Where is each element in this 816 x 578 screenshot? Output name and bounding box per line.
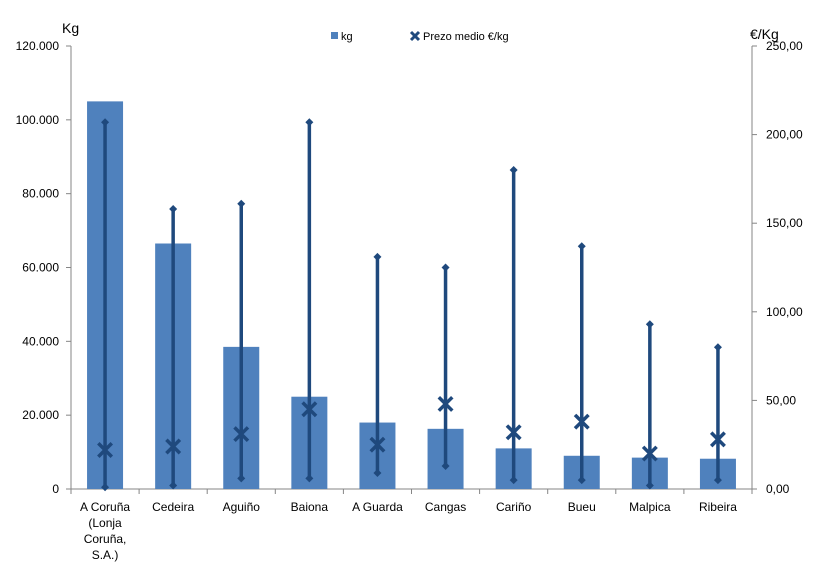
range-end-marker <box>305 474 314 483</box>
left-tick-label: 120.000 <box>16 39 60 53</box>
category-label: A Coruña <box>80 500 130 514</box>
category-label: S.A.) <box>92 548 119 562</box>
range-end-marker <box>169 205 178 214</box>
right-tick-label: 200,00 <box>766 128 803 142</box>
price-marker <box>233 426 250 443</box>
right-tick-label: 50,00 <box>766 393 796 407</box>
left-tick-label: 0 <box>52 482 59 496</box>
legend-swatch-kg <box>331 32 338 39</box>
range-end-marker <box>645 481 654 490</box>
range-end-marker <box>101 118 110 127</box>
category-label: (Lonja <box>88 516 122 530</box>
right-tick-label: 0,00 <box>766 482 790 496</box>
category-label: Coruña, <box>84 532 127 546</box>
range-end-marker <box>441 461 450 470</box>
bars <box>87 101 736 489</box>
category-label: Bueu <box>568 500 596 514</box>
price-marker <box>301 401 318 418</box>
category-label: Baiona <box>291 500 329 514</box>
right-tick-label: 250,00 <box>766 39 803 53</box>
range-end-marker <box>713 476 722 485</box>
range-end-marker <box>577 476 586 485</box>
price-marker <box>369 436 386 453</box>
legend: kg Prezo medio €/kg <box>331 30 509 43</box>
price-marker <box>573 413 590 430</box>
price-marker <box>709 431 726 448</box>
category-label: Ribeira <box>699 500 737 514</box>
category-label: Cangas <box>425 500 466 514</box>
range-end-marker <box>101 483 110 492</box>
category-label: Cedeira <box>152 500 194 514</box>
price-marker <box>97 442 114 458</box>
legend-label-kg: kg <box>341 31 353 43</box>
left-tick-label: 80.000 <box>22 187 59 201</box>
range-end-marker <box>237 199 246 208</box>
legend-label-price: Prezo medio €/kg <box>423 31 509 43</box>
axis-labels: 0 20.000 40.000 60.000 80.000 100.000 120.000 0… <box>16 20 803 562</box>
range-end-marker <box>509 476 518 485</box>
price-marker <box>165 438 182 455</box>
price-ranges <box>101 118 722 492</box>
legend-swatch-price <box>409 30 421 42</box>
left-tick-label: 60.000 <box>22 261 59 275</box>
price-markers <box>97 395 726 462</box>
range-end-marker <box>441 263 450 272</box>
category-label: Cariño <box>496 500 532 514</box>
range-end-marker <box>169 481 178 490</box>
left-axis-title: Kg <box>62 20 79 36</box>
left-tick-label: 40.000 <box>22 334 59 348</box>
category-label: Malpica <box>629 500 671 514</box>
right-tick-label: 100,00 <box>766 305 803 319</box>
range-end-marker <box>713 343 722 352</box>
category-label: Aguiño <box>223 500 261 514</box>
right-axis-title: €/Kg <box>750 26 779 42</box>
category-label: A Guarda <box>352 500 403 514</box>
price-marker <box>641 445 658 462</box>
range-end-marker <box>305 118 314 127</box>
price-marker <box>505 424 522 441</box>
range-end-marker <box>237 474 246 483</box>
range-end-marker <box>373 252 382 261</box>
range-end-marker <box>577 242 586 251</box>
range-end-marker <box>373 469 382 478</box>
price-marker <box>437 395 454 412</box>
right-tick-label: 150,00 <box>766 216 803 230</box>
range-end-marker <box>645 320 654 329</box>
range-end-marker <box>509 166 518 175</box>
left-tick-label: 20.000 <box>22 408 59 422</box>
left-tick-label: 100.000 <box>16 113 60 127</box>
